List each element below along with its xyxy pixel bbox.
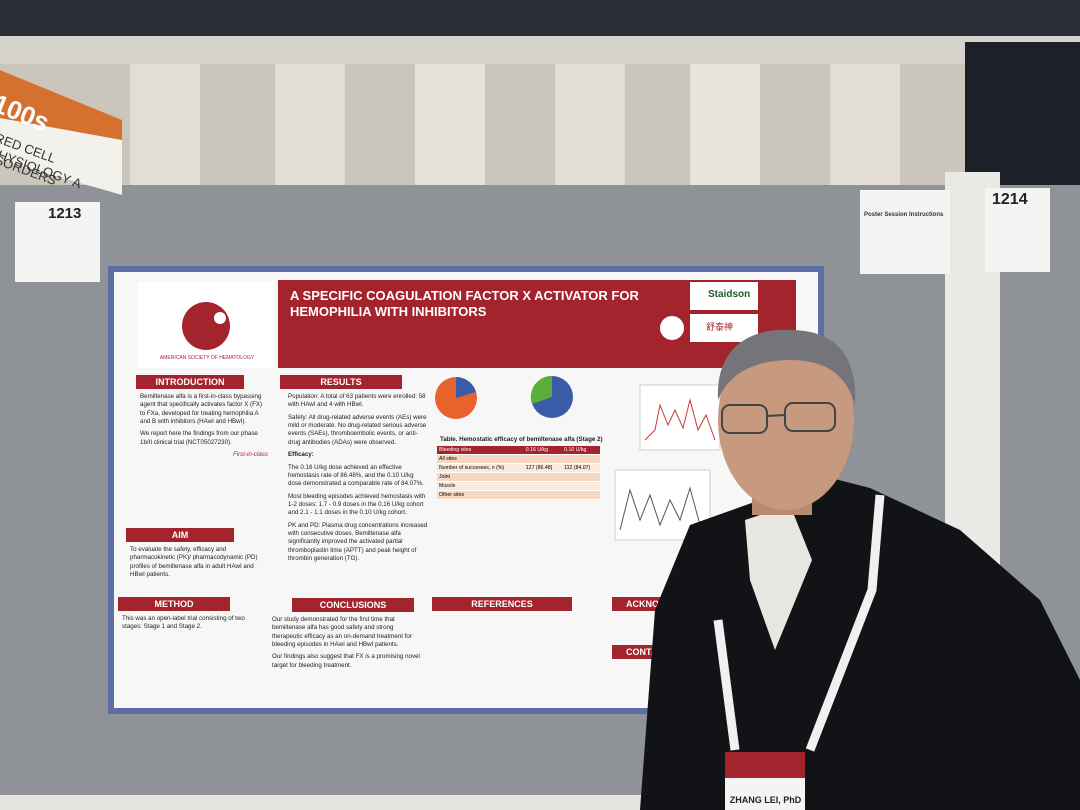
lens — [721, 404, 768, 434]
board-card — [15, 202, 100, 282]
paragraph: Our findings also suggest that FX is a p… — [272, 653, 420, 669]
cell: Joint — [437, 472, 524, 482]
instructions-title: Poster Session Instructions — [864, 212, 944, 218]
hall-dark — [965, 42, 1080, 187]
glasses — [721, 402, 836, 434]
table-row: Number of successes, n (%) 127 (86.48) 112… — [437, 463, 600, 473]
board-number: 1213 — [48, 205, 82, 222]
university-seal — [660, 316, 684, 340]
wall-stripe — [555, 64, 625, 199]
ash-logo-dot — [214, 312, 226, 324]
cell: 0.16 U/kg — [523, 446, 563, 455]
hair — [717, 329, 856, 405]
paragraph: Bemiltenase alfa is a first-in-class byp… — [140, 393, 263, 426]
society-name: AMERICAN SOCIETY OF HEMATOLOGY — [159, 355, 255, 361]
ceiling-beam — [0, 36, 1080, 64]
table: Bleeding sites 0.16 U/kg 0.10 U/kg All s… — [437, 446, 600, 500]
paragraph: Our study demonstrated for the first tim… — [272, 616, 412, 649]
section-heading: CONCLUSIONS — [292, 598, 414, 612]
ceiling — [0, 0, 1080, 42]
table-row: Muscle — [437, 481, 600, 491]
cell: All sites — [437, 454, 524, 464]
sign-band — [0, 70, 122, 140]
plot-line — [619, 486, 701, 531]
cell: 127 (86.48) — [523, 463, 563, 473]
section-heading: METHOD — [118, 597, 230, 611]
cell — [562, 454, 600, 464]
sponsor-box — [690, 314, 758, 342]
lens — [784, 402, 836, 432]
conclusions-text: Our study demonstrated for the first tim… — [272, 616, 422, 674]
cell — [562, 472, 600, 482]
sponsor-cn: 舒泰神 — [706, 322, 734, 332]
pie-slice — [456, 377, 476, 398]
sponsor-box — [690, 282, 758, 310]
lanyard — [713, 494, 885, 752]
results-table: Bleeding sites 0.16 U/kg 0.10 U/kg All s… — [437, 446, 600, 500]
board-card — [985, 188, 1050, 272]
aim-text: To evaluate the safety, efficacy and pha… — [130, 546, 258, 579]
cell: Bleeding sites — [437, 446, 524, 455]
wall-stripe — [415, 64, 485, 199]
plot-line — [644, 398, 716, 441]
jacket — [640, 470, 1080, 810]
table-header: Bleeding sites 0.16 U/kg 0.10 U/kg — [437, 446, 600, 455]
badge-band — [725, 752, 805, 778]
intro-text: Bemiltenase alfa is a first-in-class byp… — [140, 393, 268, 464]
wall-stripe — [130, 64, 200, 199]
diagram-label: First-in-class — [232, 451, 268, 459]
paragraph: Efficacy: — [288, 451, 314, 459]
cell — [523, 472, 563, 482]
pie-charts — [435, 375, 573, 419]
table-row: Joint — [437, 472, 600, 482]
pie-slice — [530, 375, 552, 404]
cell — [562, 490, 600, 500]
cell — [523, 454, 563, 464]
board-number: 1214 — [992, 191, 1028, 208]
section-heading: INTRODUCTION — [136, 375, 244, 389]
badge-name: ZHANG LEI, PhD — [729, 795, 802, 805]
wall-stripe — [275, 64, 345, 199]
table-row: All sites — [437, 454, 600, 464]
section-heading: AIM — [126, 528, 234, 542]
left-sign — [0, 70, 122, 195]
cell — [523, 490, 563, 500]
cell: 112 (84.07) — [562, 463, 600, 473]
cell — [562, 481, 600, 491]
cell: Other sites — [437, 490, 524, 500]
results-text: Population: A total of 63 patients were … — [288, 393, 428, 567]
paragraph: We report here the findings from our pha… — [140, 430, 258, 446]
wall-panels — [0, 64, 1080, 199]
cell — [523, 481, 563, 491]
paragraph: PK and PD: Plasma drug concentrations in… — [288, 521, 428, 563]
wall-stripe — [830, 64, 900, 199]
paragraph: Most bleeding episodes achieved hemostas… — [288, 492, 426, 517]
section-heading: RESULTS — [280, 375, 402, 389]
table-caption: Table. Hemostatic efficacy of bemiltenas… — [440, 436, 603, 443]
method-text: This was an open-label trial consisting … — [122, 615, 245, 631]
wall-stripe — [690, 64, 760, 199]
paragraph: Safety: All drug-related adverse events … — [288, 413, 427, 446]
instruction-card — [860, 190, 950, 274]
cell: Muscle — [437, 481, 524, 491]
paragraph: Population: A total of 63 patients were … — [288, 393, 426, 409]
paragraph: The 0.16 U/kg dose achieved an effective… — [288, 463, 424, 488]
poster-title: A SPECIFIC COAGULATION FACTOR X ACTIVATO… — [290, 288, 639, 320]
cell: 0.10 U/kg — [562, 446, 600, 455]
sponsor-name: Staidson — [708, 289, 751, 300]
cell: Number of successes, n (%) — [437, 463, 524, 473]
bridge — [766, 414, 786, 417]
section-heading: REFERENCES — [432, 597, 572, 611]
shirt — [745, 505, 812, 650]
table-row: Other sites — [437, 490, 600, 500]
